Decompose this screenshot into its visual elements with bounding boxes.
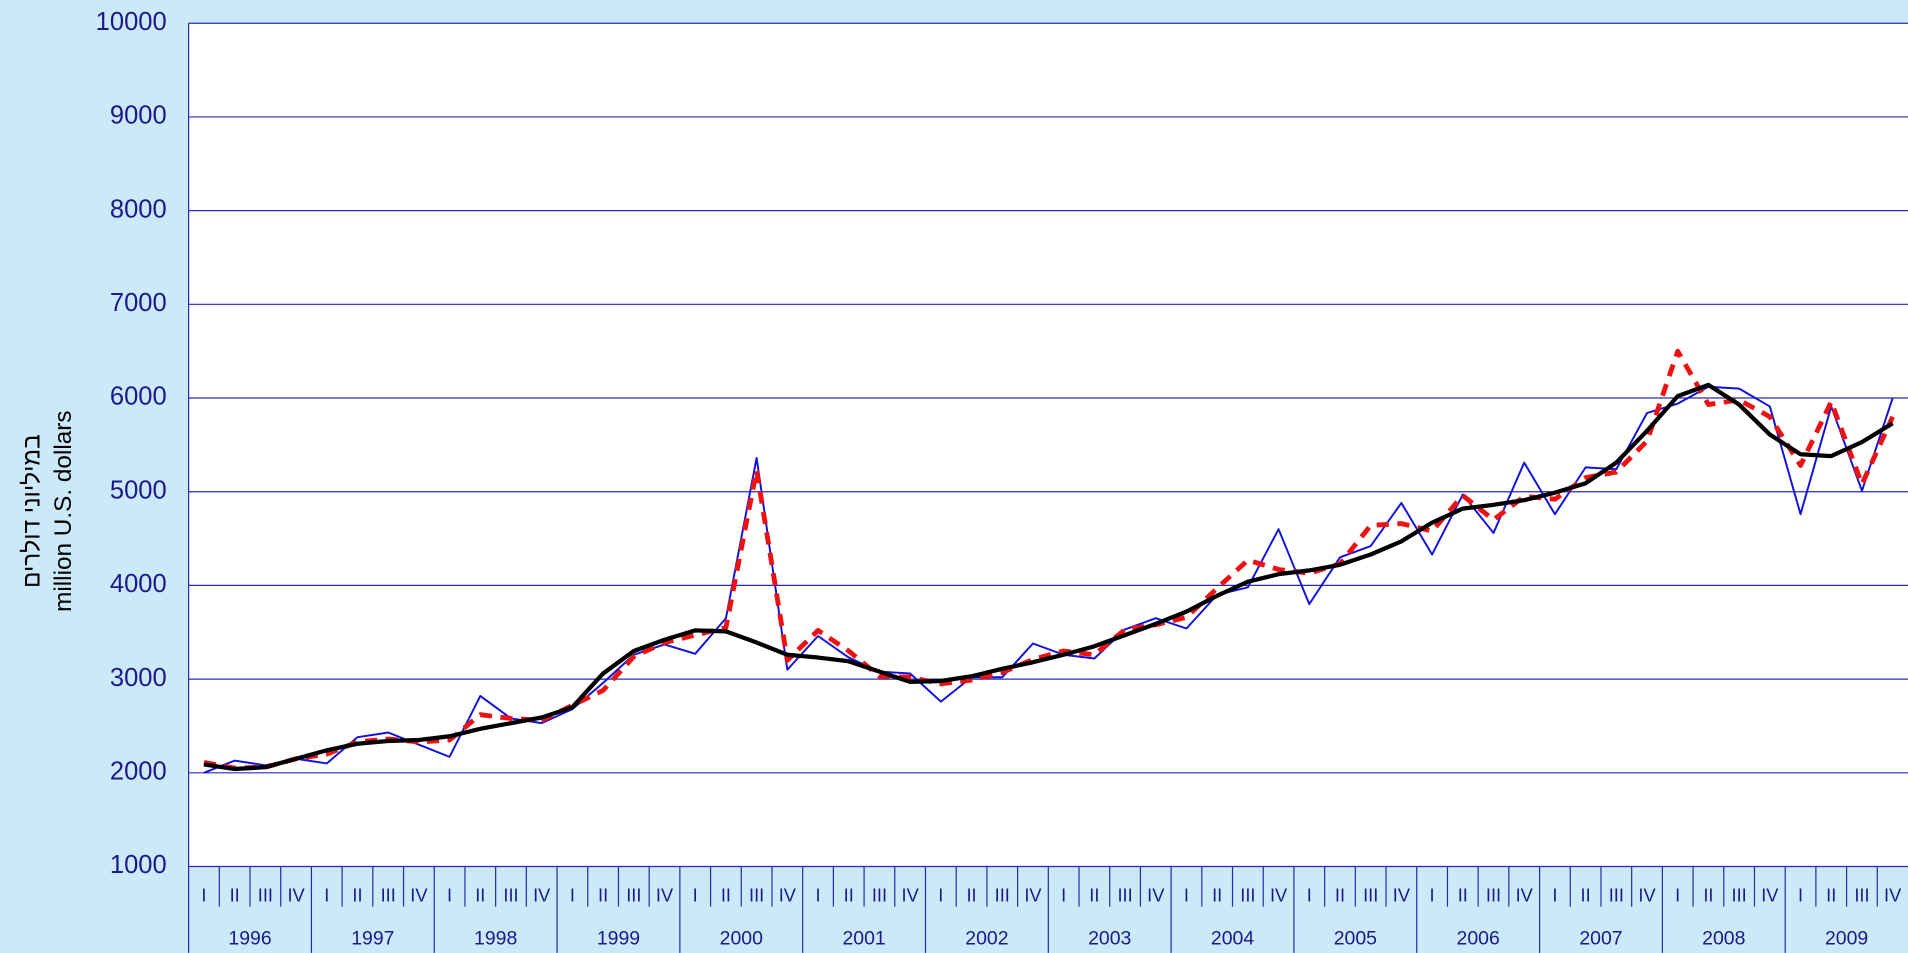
series-line [203,385,1894,774]
x-tick-label: IV [1884,885,1902,906]
x-tick-label: IV [1270,885,1288,906]
x-tick-label: II [230,885,240,906]
x-tick-label: III [381,885,396,906]
x-tick-label: II [1581,885,1591,906]
x-tick-label: II [1335,885,1345,906]
series-line [203,382,1894,772]
x-tick-label: II [844,885,854,906]
y-tick-label: 8000 [110,195,167,223]
x-tick-label: IV [1147,885,1165,906]
year-label: 2000 [720,928,763,950]
x-tick-label: IV [656,885,674,906]
y-tick-label: 2000 [110,758,167,786]
x-tick-label: I [1184,885,1189,906]
x-tick-label: IV [1516,885,1534,906]
x-tick-label: I [1061,885,1066,906]
x-tick-label: II [966,885,976,906]
y-tick-label: 10000 [96,8,167,36]
x-tick-label: III [1609,885,1624,906]
x-tick-label: II [1089,885,1099,906]
y-tick-label: 9000 [110,102,167,130]
year-label: 2009 [1825,928,1868,950]
x-tick-label: II [475,885,485,906]
x-tick-label: I [201,885,206,906]
x-tick-label: I [1552,885,1557,906]
x-tick-label: I [1798,885,1803,906]
y-axis-label-line: במיליוני דולרים [18,434,45,588]
year-label: 1996 [228,928,271,950]
year-label: 2002 [965,928,1008,950]
x-tick-label: IV [1393,885,1411,906]
x-tick-label: IV [533,885,551,906]
year-label: 2005 [1334,928,1377,950]
x-tick-label: I [938,885,943,906]
x-tick-label: III [258,885,273,906]
y-tick-label: 3000 [110,664,167,692]
x-tick-label: III [1486,885,1501,906]
y-tick-label: 4000 [110,570,167,598]
x-tick-label: III [1363,885,1378,906]
x-tick-label: IV [410,885,428,906]
x-tick-label: II [1703,885,1713,906]
y-tick-label: 5000 [110,476,167,504]
x-tick-label: III [1732,885,1747,906]
y-tick-label: 6000 [110,383,167,411]
x-tick-label: I [324,885,329,906]
x-tick-label: I [1430,885,1435,906]
year-label: 2004 [1211,928,1254,950]
x-tick-label: II [1826,885,1836,906]
x-tick-label: I [1307,885,1312,906]
year-label: 2003 [1088,928,1131,950]
y-tick-label: 7000 [110,289,167,317]
y-axis-label-line: million U.S. dollars [50,410,77,611]
y-axis-label: במיליוני דולרים million U.S. dollars [18,410,77,611]
x-tick-label: III [626,885,641,906]
year-label: 2001 [842,928,885,950]
x-tick-label: I [447,885,452,906]
x-tick-label: IV [287,885,305,906]
x-tick-label: II [1458,885,1468,906]
x-tick-label: III [995,885,1010,906]
x-tick-label: III [503,885,518,906]
x-tick-label: IV [902,885,920,906]
year-label: 1997 [351,928,394,950]
year-label: 2007 [1579,928,1622,950]
year-label: 2006 [1457,928,1500,950]
x-tick-label: IV [1024,885,1042,906]
year-label: 1999 [597,928,640,950]
x-tick-label: I [1675,885,1680,906]
x-tick-label: III [1240,885,1255,906]
x-tick-label: IV [1761,885,1779,906]
x-tick-label: IV [1638,885,1656,906]
x-tick-label: III [1117,885,1132,906]
x-tick-label: IV [779,885,797,906]
x-tick-label: I [693,885,698,906]
x-tick-label: III [872,885,887,906]
year-label: 2008 [1702,928,1745,950]
x-tick-label: I [570,885,575,906]
x-tick-label: III [1854,885,1869,906]
x-tick-label: I [815,885,820,906]
x-tick-label: III [749,885,764,906]
y-tick-label: 1000 [110,851,167,879]
x-tick-label: II [598,885,608,906]
series-line [203,348,1895,771]
x-tick-label: II [1212,885,1222,906]
plot-area [188,23,1908,867]
x-tick-label: II [721,885,731,906]
year-label: 1998 [474,928,517,950]
x-tick-label: II [352,885,362,906]
